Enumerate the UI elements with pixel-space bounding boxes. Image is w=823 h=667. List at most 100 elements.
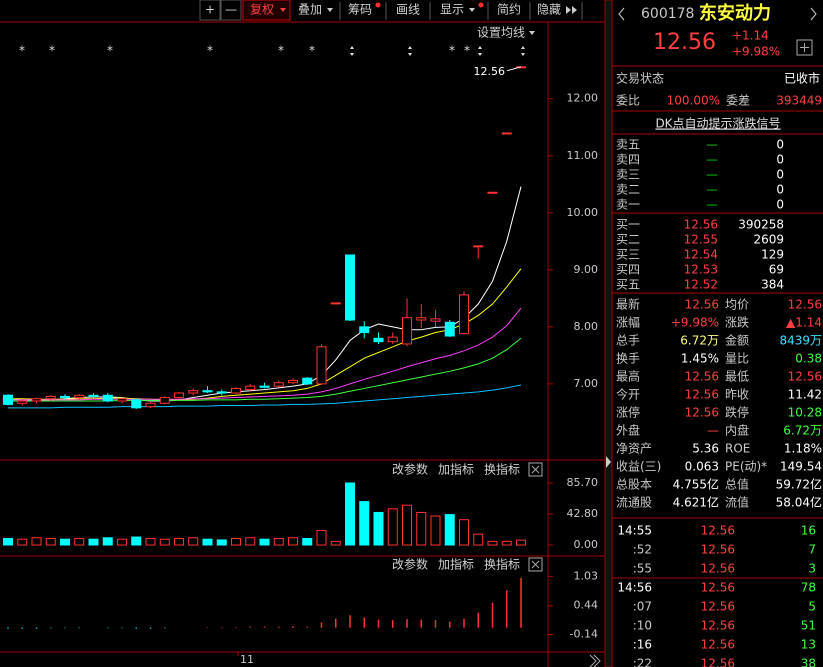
candle-body xyxy=(330,302,341,305)
volume-bar xyxy=(188,537,199,546)
stat-value: 8439万 xyxy=(779,334,822,348)
volume-bar xyxy=(74,537,85,546)
book-volume: 0 xyxy=(776,198,784,212)
book-label: 买四 xyxy=(616,263,640,277)
stat-value: 12.56 xyxy=(685,370,719,384)
volume-bar xyxy=(259,538,270,546)
overlay-button[interactable]: 叠加 xyxy=(298,3,322,17)
chips-button[interactable]: 筹码 xyxy=(348,3,372,17)
volume-bar xyxy=(145,537,156,546)
y-tick-label: 7.00 xyxy=(574,377,599,390)
candle-body xyxy=(88,394,99,397)
change-pct: +9.98% xyxy=(732,45,780,59)
candle-body xyxy=(74,394,85,399)
stock-code: 600178 xyxy=(641,6,694,22)
volume-bar xyxy=(60,538,70,546)
stat-label: 量比 xyxy=(725,352,749,366)
book-volume: 390258 xyxy=(738,218,784,232)
candle-body xyxy=(288,379,298,384)
y-tick-label: 9.00 xyxy=(574,263,599,276)
add-icon xyxy=(800,43,809,52)
edit-params[interactable]: 改参数 xyxy=(392,557,428,572)
swap-indicator[interactable]: 换指标 xyxy=(484,462,520,477)
book-price: 12.55 xyxy=(684,233,718,247)
close-icon xyxy=(531,560,540,569)
book-label: 卖五 xyxy=(616,138,640,152)
zoom-out[interactable]: — xyxy=(225,3,237,17)
candle-body xyxy=(102,394,113,402)
candle-body xyxy=(259,385,270,388)
tick-volume: 7 xyxy=(808,543,816,557)
fuquan-button[interactable]: 复权 xyxy=(250,3,274,17)
splitter[interactable] xyxy=(604,0,613,667)
volume-bar xyxy=(459,519,469,546)
label: 交易状态 xyxy=(616,71,664,86)
display-button[interactable]: 显示 xyxy=(440,3,464,17)
book-label: 卖三 xyxy=(616,168,640,182)
ma-line xyxy=(8,337,522,402)
stat-value: — xyxy=(707,424,719,438)
edit-params[interactable]: 改参数 xyxy=(392,462,428,477)
price: 12.56 xyxy=(653,30,716,55)
scroll-icon xyxy=(589,654,601,667)
book-price: — xyxy=(706,183,718,197)
stat-label: 总值 xyxy=(725,477,749,492)
candle-body xyxy=(188,390,199,394)
stat-value: 4.755亿 xyxy=(673,477,719,492)
ma-setting[interactable]: 设置均线 xyxy=(477,26,525,40)
simple-button[interactable]: 简约 xyxy=(497,2,521,17)
candle-body xyxy=(373,337,384,343)
book-volume: 0 xyxy=(776,168,784,182)
book-label: 买三 xyxy=(616,248,640,262)
y-tick-label: -0.14 xyxy=(570,628,598,641)
stat-label: 换手 xyxy=(616,352,640,366)
signal-link[interactable]: DK点自动提示涨跌信号 xyxy=(655,116,780,131)
change: +1.14 xyxy=(732,29,769,43)
volume-bar xyxy=(402,504,412,546)
stat-value: 4.621亿 xyxy=(673,495,719,510)
stat-value: 12.56 xyxy=(685,298,719,312)
candle-body xyxy=(145,402,156,408)
button-frame xyxy=(242,0,291,21)
tick-volume: 78 xyxy=(801,581,816,595)
last-price-label: 12.56 xyxy=(474,65,506,78)
collapse-arrow[interactable] xyxy=(606,456,611,468)
book-volume: 0 xyxy=(776,138,784,152)
stat-value: 58.04亿 xyxy=(776,495,822,510)
y-tick-label: 1.03 xyxy=(574,569,599,582)
tick-price: 12.56 xyxy=(701,524,735,538)
add-button[interactable] xyxy=(796,39,813,56)
add-indicator[interactable]: 加指标 xyxy=(438,557,474,572)
tick-price: 12.56 xyxy=(701,619,735,633)
book-volume: 0 xyxy=(776,183,784,197)
draw-button[interactable]: 画线 xyxy=(396,3,420,17)
y-tick-label: 8.00 xyxy=(574,320,599,333)
stat-value: 6.72万 xyxy=(783,424,822,438)
stat-label: 最低 xyxy=(725,370,749,384)
volume-bar xyxy=(501,540,512,546)
close-box xyxy=(528,557,543,572)
tick-volume: 13 xyxy=(801,638,816,652)
add-indicator[interactable]: 加指标 xyxy=(438,462,474,477)
swap-indicator[interactable]: 换指标 xyxy=(484,557,520,572)
dropdown-icon xyxy=(529,31,535,35)
candle-body xyxy=(316,346,327,385)
candle-body xyxy=(501,132,512,135)
expand-icon[interactable] xyxy=(566,6,577,14)
hide-button[interactable]: 隐藏 xyxy=(537,3,561,17)
y-tick-label: 12.00 xyxy=(567,92,599,105)
volume-bar xyxy=(345,482,355,546)
zoom-in[interactable]: + xyxy=(205,3,215,17)
candle-body xyxy=(45,395,56,400)
tick-price: 12.56 xyxy=(701,638,735,652)
stat-label: 内盘 xyxy=(725,423,749,438)
tick-volume: 5 xyxy=(808,600,816,614)
stat-value: 149.54 xyxy=(780,460,822,474)
book-price: — xyxy=(706,138,718,152)
volume-bar xyxy=(17,538,28,546)
volume-bar xyxy=(302,537,313,546)
candle-body xyxy=(359,326,370,334)
event-marker xyxy=(350,46,525,56)
stat-label: 流通股 xyxy=(616,496,652,510)
